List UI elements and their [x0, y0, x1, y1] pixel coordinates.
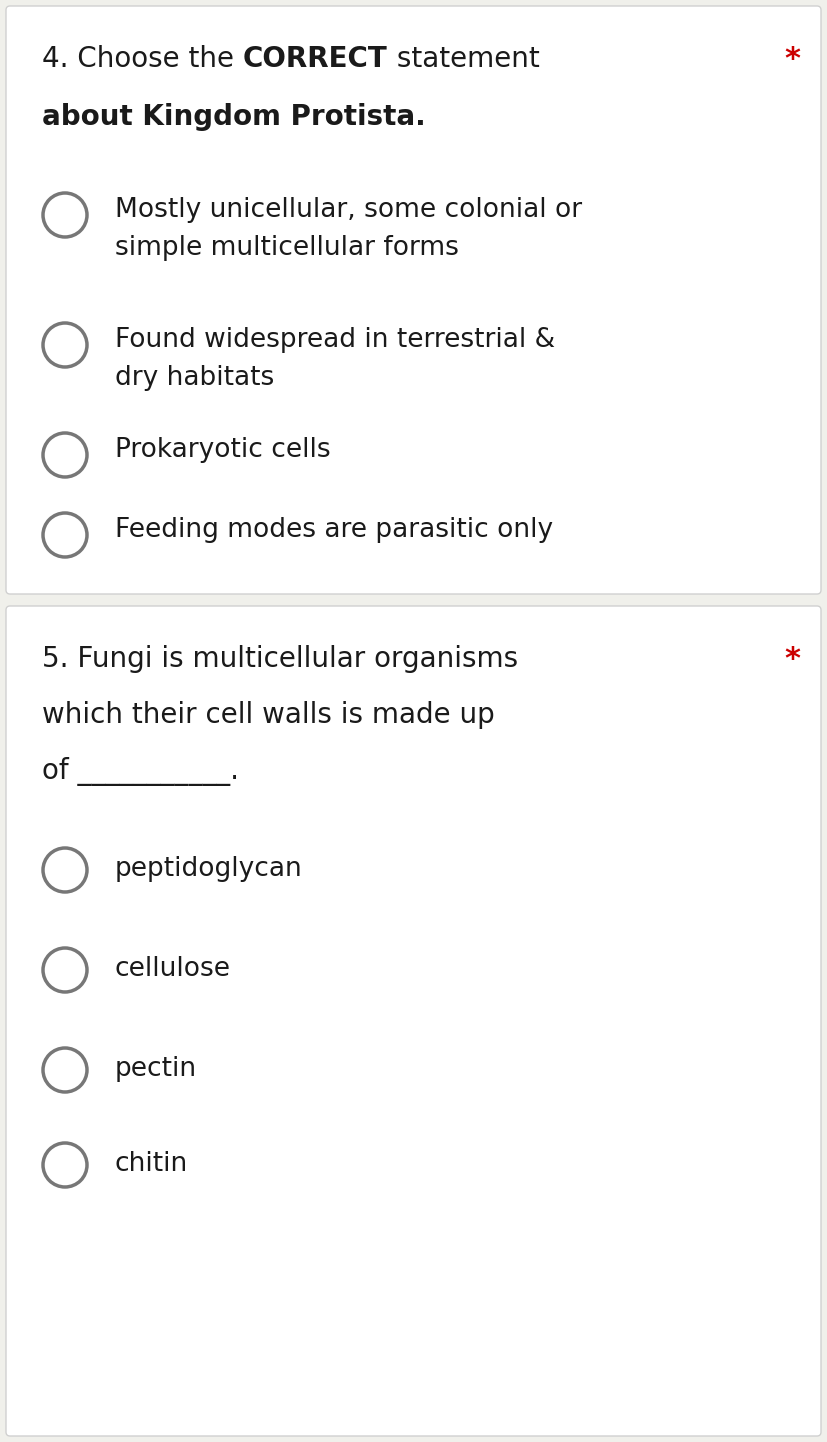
- Text: 5. Fungi is multicellular organisms: 5. Fungi is multicellular organisms: [42, 645, 519, 673]
- Text: *: *: [784, 45, 800, 74]
- Text: which their cell walls is made up: which their cell walls is made up: [42, 701, 495, 730]
- Ellipse shape: [43, 433, 87, 477]
- Text: Prokaryotic cells: Prokaryotic cells: [115, 437, 331, 463]
- Text: Feeding modes are parasitic only: Feeding modes are parasitic only: [115, 518, 553, 544]
- FancyBboxPatch shape: [6, 6, 821, 594]
- Ellipse shape: [43, 947, 87, 992]
- Ellipse shape: [43, 323, 87, 368]
- Text: statement: statement: [388, 45, 539, 74]
- Ellipse shape: [43, 1144, 87, 1187]
- Text: pectin: pectin: [115, 1056, 197, 1082]
- Ellipse shape: [43, 513, 87, 557]
- Text: simple multicellular forms: simple multicellular forms: [115, 235, 459, 261]
- Text: 4. Choose the: 4. Choose the: [42, 45, 243, 74]
- Ellipse shape: [43, 193, 87, 236]
- Text: cellulose: cellulose: [115, 956, 231, 982]
- Text: *: *: [784, 645, 800, 673]
- Ellipse shape: [43, 1048, 87, 1092]
- Text: Mostly unicellular, some colonial or: Mostly unicellular, some colonial or: [115, 198, 582, 224]
- FancyBboxPatch shape: [6, 606, 821, 1436]
- Text: Found widespread in terrestrial &: Found widespread in terrestrial &: [115, 327, 555, 353]
- Text: about Kingdom Protista.: about Kingdom Protista.: [42, 102, 426, 131]
- Text: chitin: chitin: [115, 1151, 189, 1177]
- Text: CORRECT: CORRECT: [243, 45, 388, 74]
- Text: of ___________.: of ___________.: [42, 757, 239, 786]
- Text: dry habitats: dry habitats: [115, 365, 275, 391]
- Ellipse shape: [43, 848, 87, 893]
- Text: peptidoglycan: peptidoglycan: [115, 857, 303, 883]
